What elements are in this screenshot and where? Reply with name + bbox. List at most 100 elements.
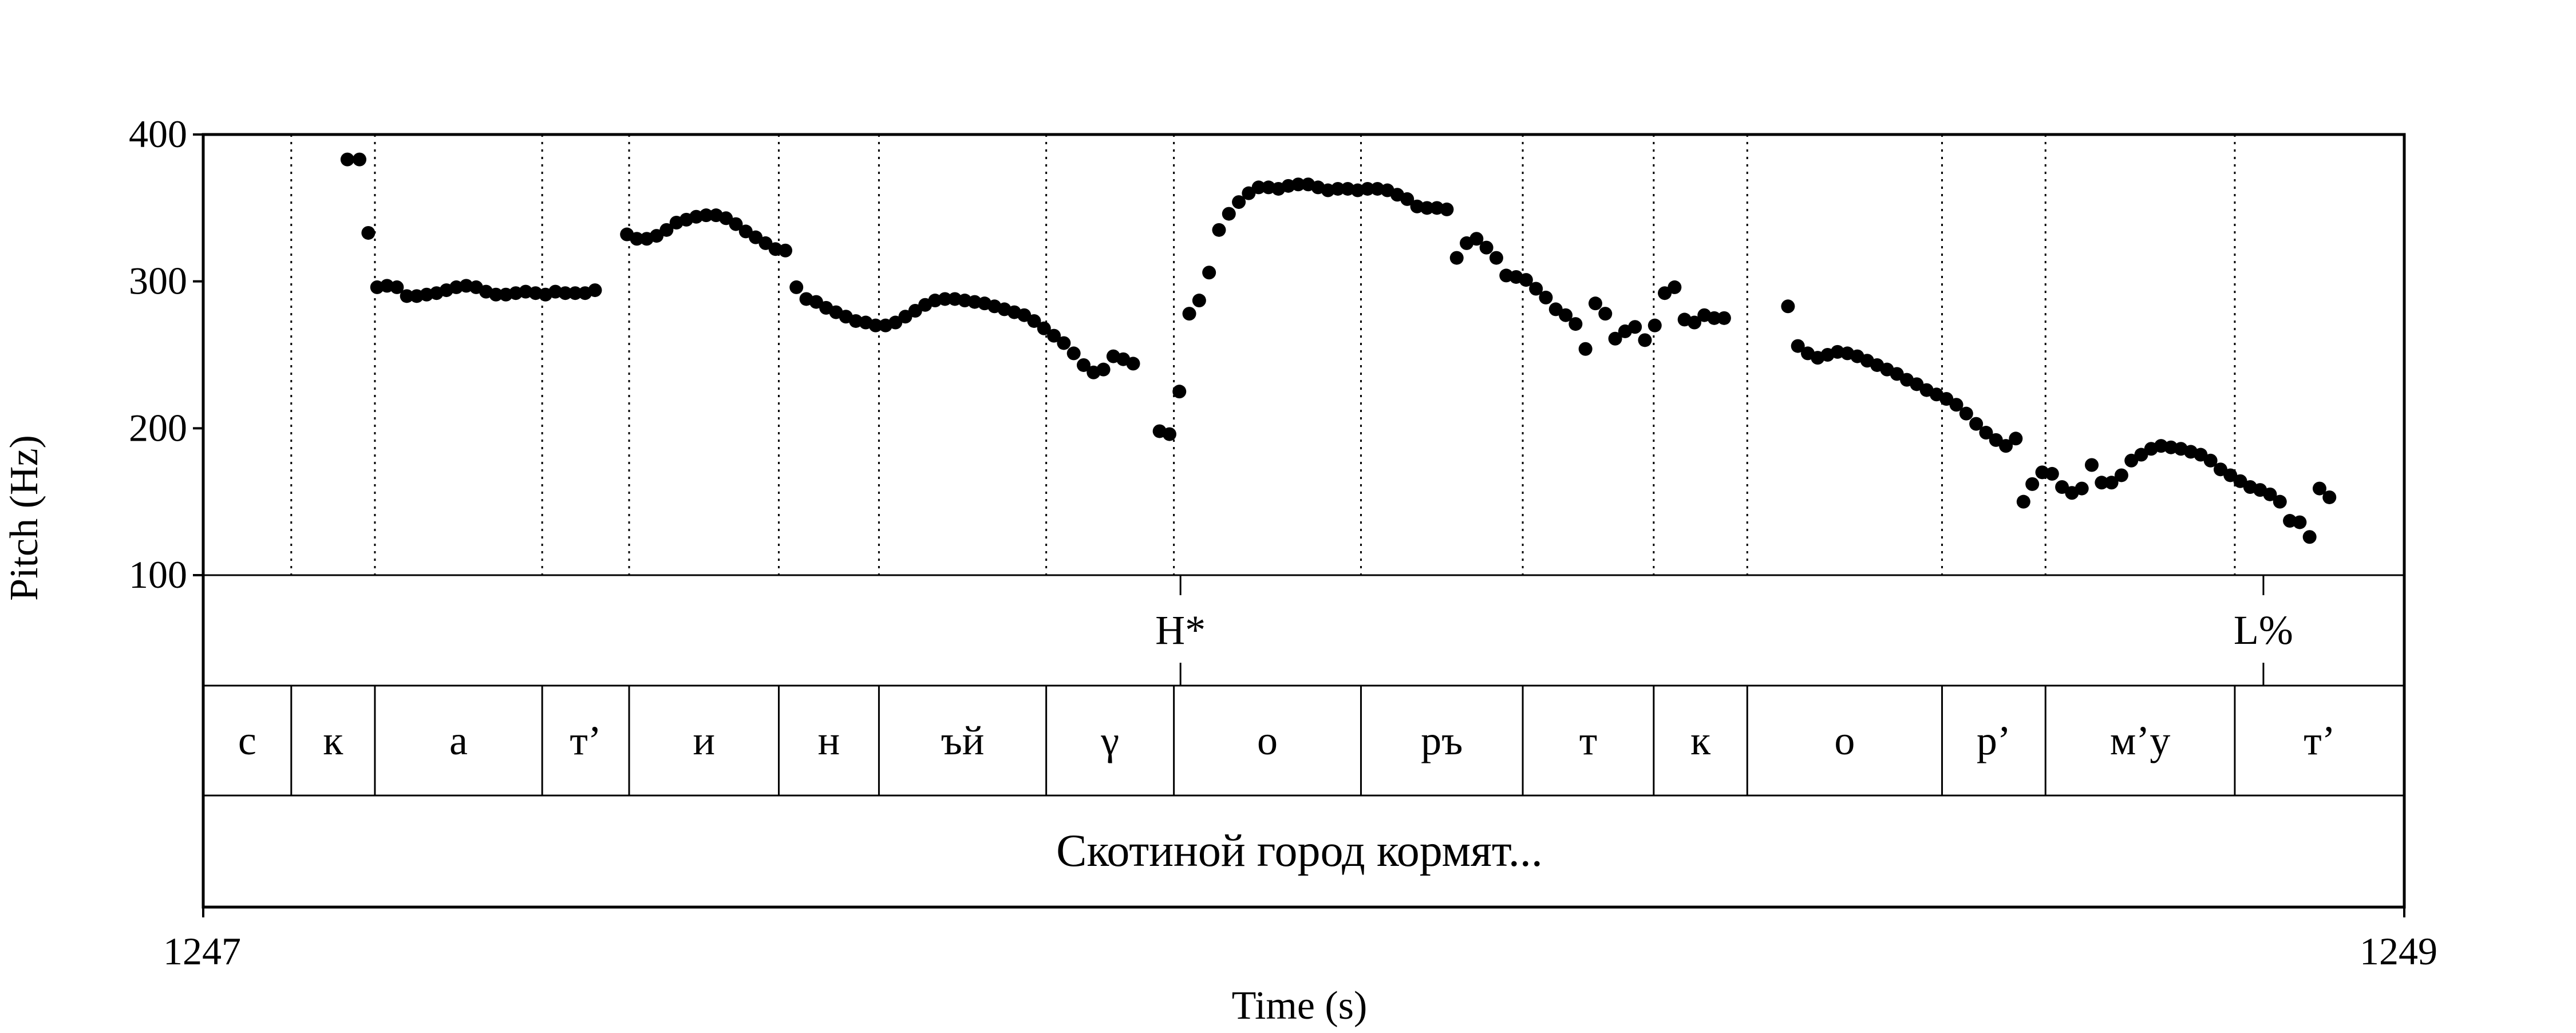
segment-label: и (693, 718, 715, 763)
x-tick-label-end: 1249 (2360, 929, 2437, 973)
pitch-point (809, 295, 823, 309)
y-tick-label: 300 (129, 259, 187, 303)
pitch-point (1479, 240, 1494, 255)
pitch-point (1999, 439, 2013, 453)
segment-label: о (1834, 718, 1855, 763)
segment-label: о (1257, 718, 1278, 763)
pitch-point (779, 243, 793, 258)
pitch-point (361, 225, 376, 240)
pitch-point (2055, 480, 2069, 494)
pitch-point (1969, 417, 1984, 431)
tone-label: H* (1155, 607, 1206, 653)
segment-label: т (1579, 718, 1597, 763)
segment-label: ръ (1421, 718, 1463, 763)
pitch-point (1791, 339, 1805, 353)
pitch-point (1291, 177, 1305, 192)
pitch-point (1400, 192, 1415, 206)
pitch-point (1027, 314, 1041, 328)
pitch-point (749, 230, 763, 244)
pitch-point (1588, 296, 1602, 311)
pitch-point (908, 304, 922, 318)
pitch-point (1519, 273, 1533, 287)
pitch-point (2075, 481, 2089, 496)
segment-label: к (1690, 718, 1711, 763)
plot-area: с к а т’ и н ъй γ о ръ т к о р’ м’у т’ H* L% 100 200 300 400 (129, 112, 2406, 917)
x-axis-title: Time (s) (1232, 984, 1368, 1028)
pitch-point (1578, 342, 1593, 356)
pitch-point (1539, 290, 1553, 304)
pitch-point (1077, 358, 1091, 372)
pitch-point (2203, 453, 2218, 468)
pitch-point (568, 286, 582, 300)
pitch-point (2114, 468, 2128, 482)
pitch-point (1989, 433, 2003, 447)
segment-label: р’ (1977, 718, 2011, 763)
pitch-point (2045, 466, 2059, 481)
pitch-point (2322, 490, 2337, 504)
y-tick-label: 200 (129, 406, 187, 449)
pitch-point (489, 287, 503, 302)
x-tick-label-start: 1247 (163, 929, 241, 973)
pitch-point (1548, 302, 1563, 316)
pitch-point (1638, 333, 1652, 347)
segment-label: ъй (941, 718, 985, 763)
pitch-point (738, 224, 753, 239)
y-axis-title: Pitch (Hz) (2, 435, 46, 601)
segment-label: н (818, 718, 840, 763)
pitch-point (1202, 266, 1216, 280)
y-tick-label: 400 (129, 112, 187, 156)
pitch-point (2263, 487, 2277, 501)
segment-label: γ (1100, 718, 1119, 763)
pitch-point (2009, 432, 2023, 446)
pitch-point (699, 208, 713, 223)
pitch-point (1331, 181, 1345, 196)
pitch-point (2312, 481, 2326, 496)
pitch-point (1687, 315, 1701, 330)
pitch-point (1192, 294, 1206, 308)
pitch-point (1910, 377, 1924, 391)
segment-label: к (323, 718, 343, 763)
pitch-point (868, 318, 883, 333)
pitch-point (1469, 232, 1484, 246)
pitch-point (729, 217, 743, 231)
pitch-point (659, 223, 674, 237)
pitch-point (1066, 346, 1081, 361)
pitch-point (2273, 494, 2287, 509)
pitch-point (400, 289, 414, 303)
pitch-point (1647, 318, 1662, 333)
pitch-point (1361, 181, 1375, 196)
pitch-point (1242, 186, 1256, 200)
pitch-point (650, 229, 664, 243)
segment-label: м’у (2110, 718, 2171, 763)
pitch-point (1212, 223, 1226, 237)
pitch-point (1890, 367, 1904, 381)
pitch-point (1717, 311, 1731, 325)
pitch-point (1707, 311, 1721, 325)
pitch-point (2134, 448, 2148, 462)
pitch-point (1251, 180, 1266, 195)
segment-label: т’ (2304, 718, 2335, 763)
pitch-point (1440, 202, 1454, 216)
pitch-point (1096, 362, 1111, 377)
pitch-point (1172, 385, 1187, 399)
pitch-point (1182, 307, 1196, 321)
pitch-point (1628, 320, 1642, 334)
segment-label: т’ (570, 718, 601, 763)
pitch-point (2095, 476, 2109, 490)
pitch-point (1162, 427, 1176, 441)
pitch-point (1420, 201, 1434, 215)
pitch-point (1232, 195, 1246, 209)
pitch-point (898, 310, 912, 324)
pitch-point (1979, 426, 1993, 440)
pitch-point (1126, 357, 1140, 371)
pitch-point (1489, 251, 1503, 265)
sentence-text: Скотиной город кормят... (1056, 826, 1543, 876)
pitch-point (558, 286, 572, 300)
pitch-point (1037, 321, 1051, 335)
plot-frame (202, 133, 2406, 909)
pitch-point (2016, 494, 2030, 509)
pitch-point (1057, 336, 1071, 350)
segment-label: с (238, 718, 256, 763)
pitch-point (2213, 462, 2227, 477)
